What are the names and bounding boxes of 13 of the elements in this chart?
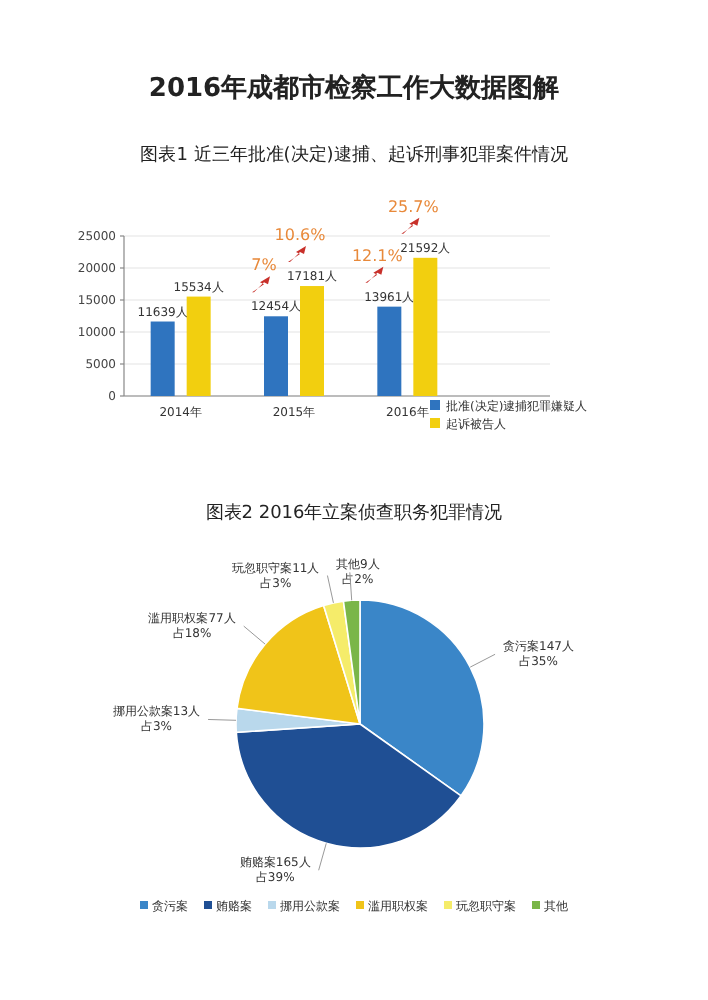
annotation: 12.1%: [351, 246, 404, 265]
bar: [264, 316, 288, 396]
annotation: 7%: [251, 256, 278, 275]
bar: [413, 257, 438, 396]
annotation: 25.7%: [387, 197, 440, 216]
chart-title: 图表2 2016年立案侦查职务犯罪情况: [205, 502, 503, 524]
annotation: 10.6%: [274, 226, 327, 245]
bar: [300, 286, 324, 396]
bar: [150, 321, 175, 396]
bar: [186, 296, 211, 396]
bar: [377, 306, 402, 396]
chart-title: 2016年成都市检察工作大数据图解: [148, 72, 560, 104]
chart-subtitle: 图表1 近三年批准(决定)逮捕、起诉刑事犯罪案件情况: [140, 144, 568, 166]
